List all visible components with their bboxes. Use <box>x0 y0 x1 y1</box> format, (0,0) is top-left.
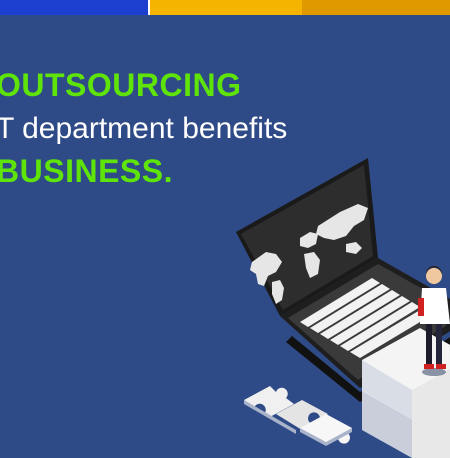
business-person-icon <box>418 266 450 376</box>
headline-line-2: T department benefits <box>0 112 288 145</box>
stripe-orange <box>302 0 450 15</box>
headline-line-3: BUSINESS. <box>0 153 173 189</box>
keyboard-keys <box>300 278 430 358</box>
platform-blocks <box>362 328 450 458</box>
headline: OUTSOURCING T department benefits BUSINE… <box>0 64 287 193</box>
top-color-stripes <box>0 0 450 15</box>
puzzle-piece-icon <box>244 386 352 446</box>
stripe-blue <box>0 0 148 15</box>
stripe-yellow <box>150 0 302 15</box>
stripe-white <box>148 0 150 15</box>
headline-line-1: OUTSOURCING <box>0 67 242 103</box>
